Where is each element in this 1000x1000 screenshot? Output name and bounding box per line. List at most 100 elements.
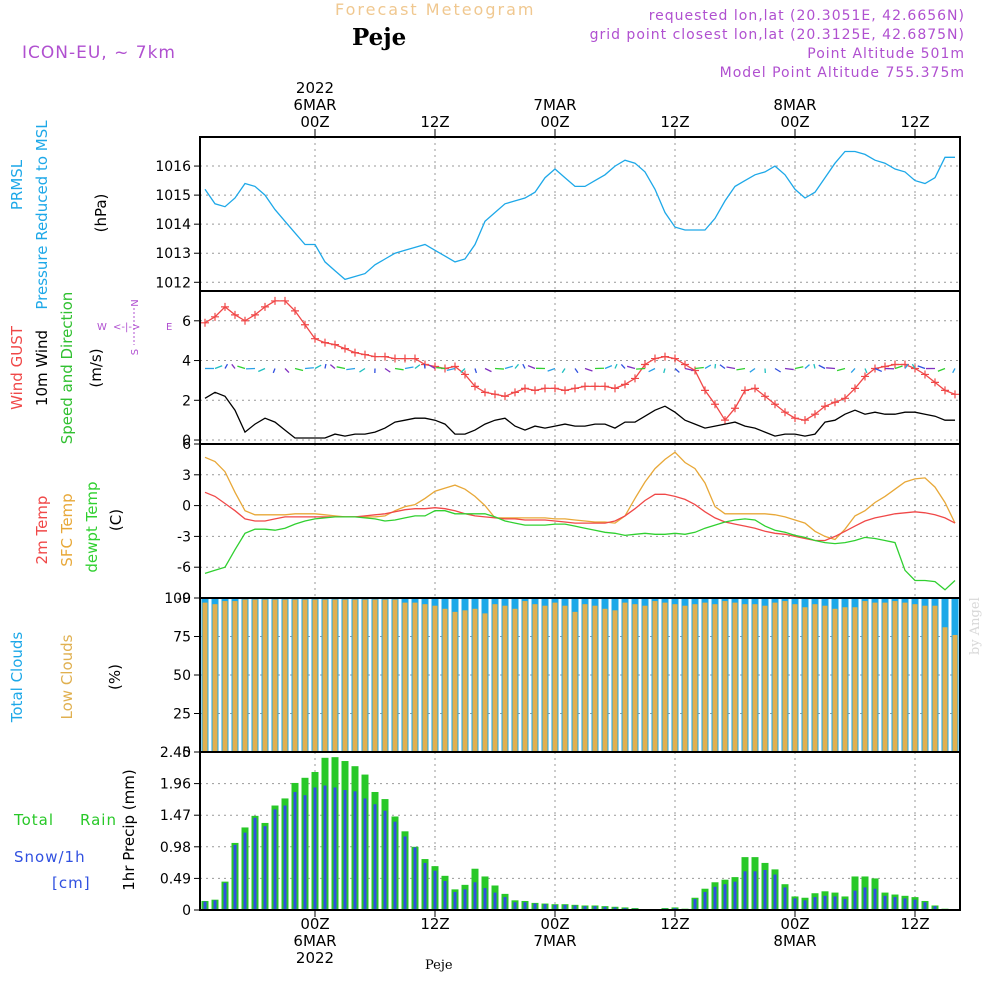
point-altitude: Point Altitude 501m <box>807 46 965 62</box>
gust-point <box>531 386 539 395</box>
wind-arrow <box>826 367 836 370</box>
wind-arrow <box>694 366 704 370</box>
gust-point <box>891 360 899 369</box>
wind-arrow <box>636 367 646 370</box>
low-cloud-bar <box>862 601 868 752</box>
clouds-unit: (%) <box>106 664 124 690</box>
low-cloud-bar <box>682 605 688 752</box>
low-cloud-bar <box>642 605 648 752</box>
wind-arrow <box>346 367 356 371</box>
gust-point <box>401 354 409 363</box>
panel-frame <box>199 136 961 292</box>
wind-arrow <box>329 364 336 369</box>
footer-location: Peje <box>425 958 453 973</box>
time-label-top: 7MAR <box>533 96 576 114</box>
gust-point <box>291 306 299 315</box>
wind-arrow <box>648 367 656 373</box>
snow-bar <box>523 902 527 910</box>
gust-point <box>661 352 669 361</box>
compass-arrow: <-|-> <box>113 322 140 333</box>
wind-arrow <box>736 367 746 371</box>
low-cloud-bar <box>892 601 898 752</box>
wind-arrow <box>527 365 536 370</box>
time-label-top: 6MAR <box>293 96 336 114</box>
snow-bar <box>723 884 727 910</box>
watermark: by Angel <box>968 597 983 655</box>
snow-bar <box>603 906 607 910</box>
time-label-top: 2022 <box>296 79 334 97</box>
snow-bar <box>283 805 287 910</box>
low-cloud-bar <box>572 611 578 752</box>
snow-bar <box>233 844 237 910</box>
total-clouds-label: Total Clouds <box>8 632 26 724</box>
snow-bar <box>783 887 787 910</box>
y-tick-label: 1013 <box>155 246 191 262</box>
pressure-line <box>204 150 955 281</box>
wind-arrow <box>952 368 956 374</box>
gust-point <box>361 350 369 359</box>
gust-point <box>511 388 519 397</box>
y-tick-label: 1.47 <box>160 808 191 824</box>
wind-arrow <box>674 368 680 373</box>
low-cloud-bar <box>652 601 658 752</box>
gust-point <box>261 302 269 311</box>
gust-point <box>851 384 859 393</box>
wind-arrow <box>604 365 613 370</box>
snow-bar <box>853 890 857 910</box>
temp2m-line <box>204 491 956 542</box>
snow-bar <box>403 836 407 910</box>
low-cloud-bar <box>372 599 378 752</box>
low-cloud-bar <box>822 605 828 752</box>
low-cloud-bar <box>582 604 588 752</box>
gust-point <box>461 370 469 379</box>
gust-point <box>411 354 419 363</box>
low-cloud-bar <box>462 610 468 752</box>
low-cloud-bar <box>402 602 408 752</box>
y-tick-label: 6 <box>182 314 191 330</box>
low-cloud-bar <box>542 605 548 752</box>
low-cloud-bar <box>732 602 738 752</box>
wind-arrow <box>774 367 782 373</box>
gust-point <box>301 320 309 329</box>
temp2m-label: 2m Temp <box>33 496 51 565</box>
snow-bar <box>593 906 597 910</box>
low-cloud-bar <box>912 604 918 752</box>
snow-bar <box>743 871 747 910</box>
low-cloud-bar <box>712 604 718 752</box>
wind-arrow <box>704 364 712 370</box>
low-cloud-bar <box>392 599 398 752</box>
gust-point <box>861 372 869 381</box>
gust-point <box>391 354 399 363</box>
low-cloud-bar <box>662 602 668 752</box>
low-cloud-bar <box>872 602 878 752</box>
low-cloud-bar <box>742 604 748 752</box>
dewpt-label: dewpt Temp <box>83 481 101 572</box>
model-label: ICON-EU, ~ 7km <box>22 43 176 63</box>
wind-arrow <box>894 365 903 370</box>
gust-point <box>621 380 629 389</box>
low-cloud-bar <box>342 599 348 752</box>
snow-bar <box>483 888 487 910</box>
low-cloud-bar <box>252 599 258 752</box>
low-cloud-bar <box>562 605 568 752</box>
gust-point <box>381 352 389 361</box>
snow-bar <box>613 907 617 910</box>
gust-point <box>371 352 379 361</box>
snow-bar <box>243 832 247 910</box>
low-cloud-bar <box>232 601 238 752</box>
y-tick-label: 2 <box>182 393 191 409</box>
y-tick-label: 50 <box>173 668 191 684</box>
low-cloud-bar <box>242 599 248 752</box>
wind-arrow <box>726 366 736 370</box>
wind-arrow <box>359 367 366 373</box>
snow-bar <box>343 790 347 910</box>
y-tick-label: 1015 <box>155 188 191 204</box>
sfc-temp-label: SFC Temp <box>58 493 76 566</box>
panel-frame <box>199 290 961 445</box>
low-cloud-bar <box>302 599 308 752</box>
wind-arrow <box>436 366 446 370</box>
time-label-bottom: 00Z <box>780 915 809 933</box>
wind-arrow <box>324 363 327 369</box>
gust-point <box>831 398 839 407</box>
wind-arrow <box>684 367 694 371</box>
